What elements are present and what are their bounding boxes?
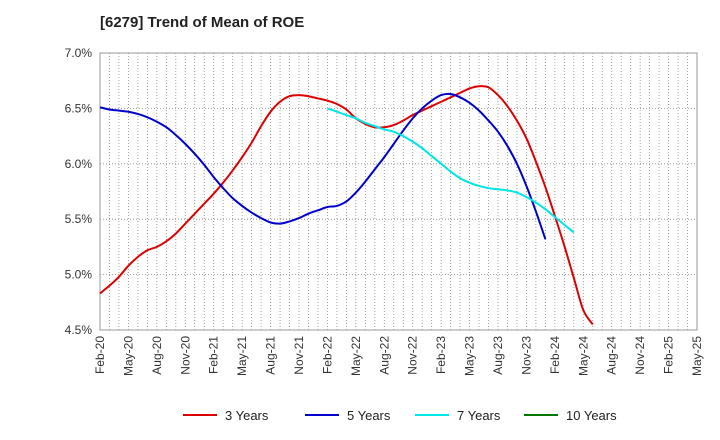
legend-label-10-years: 10 Years (566, 408, 617, 423)
y-tick-label: 7.0% (65, 46, 93, 60)
x-tick-label: Feb-23 (434, 336, 448, 374)
x-tick-label: Nov-21 (292, 336, 306, 375)
x-tick-label: Feb-25 (662, 336, 676, 374)
x-tick-label: Nov-20 (178, 336, 192, 375)
legend-label-5-years: 5 Years (347, 408, 391, 423)
chart-title: [6279] Trend of Mean of ROE (100, 14, 305, 31)
series-line-3-years (99, 85, 594, 326)
x-tick-label: May-22 (349, 336, 363, 376)
legend-label-3-years: 3 Years (225, 408, 269, 423)
series-line-5-years (99, 92, 547, 240)
x-tick-label: Nov-22 (406, 336, 420, 375)
x-tick-label: Aug-21 (264, 336, 278, 375)
x-tick-label: May-21 (235, 336, 249, 376)
x-tick-label: Aug-22 (377, 336, 391, 375)
y-tick-label: 4.5% (65, 323, 93, 337)
y-tick-label: 5.5% (65, 212, 93, 226)
x-tick-label: Aug-23 (491, 336, 505, 375)
x-tick-label: Aug-24 (605, 336, 619, 375)
x-tick-label: Feb-22 (320, 336, 334, 374)
legend-label-7-years: 7 Years (457, 408, 501, 423)
x-tick-label: Nov-24 (633, 336, 647, 375)
y-tick-label: 6.5% (65, 101, 93, 115)
x-tick-label: Nov-23 (519, 336, 533, 375)
x-tick-label: May-24 (576, 336, 590, 376)
y-tick-label: 6.0% (65, 157, 93, 171)
x-tick-label: May-23 (463, 336, 477, 376)
x-tick-label: Aug-20 (150, 336, 164, 375)
plot-frame (99, 52, 698, 331)
series-line-7-years (327, 107, 575, 234)
x-tick-label: Feb-20 (93, 336, 107, 374)
plot-area (100, 53, 697, 330)
x-tick-label: May-25 (690, 336, 704, 376)
y-tick-label: 5.0% (65, 268, 93, 282)
x-tick-label: Feb-24 (548, 336, 562, 374)
x-tick-label: Feb-21 (207, 336, 221, 374)
x-tick-label: May-20 (121, 336, 135, 376)
